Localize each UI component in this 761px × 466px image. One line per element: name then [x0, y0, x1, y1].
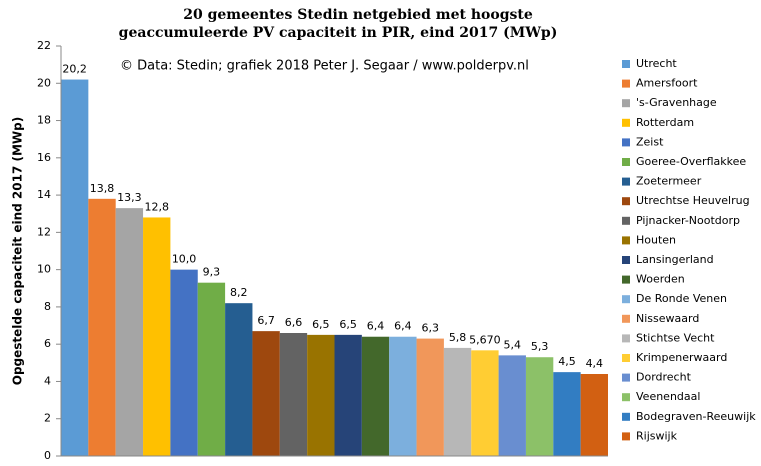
y-axis-label: Opgestelde capaciteit eind 2017 (MWp) — [11, 117, 25, 385]
legend-swatch — [622, 393, 630, 402]
y-tick-label: 18 — [37, 114, 51, 127]
legend-swatch — [622, 412, 630, 421]
data-label: 6,3 — [421, 322, 439, 335]
bar — [170, 269, 198, 456]
legend-label: Dordrecht — [636, 371, 692, 384]
y-tick-label: 0 — [44, 449, 51, 462]
data-label: 5,3 — [531, 340, 549, 353]
legend-label: Pijnacker-Nootdorp — [636, 214, 740, 227]
legend-label: Zoetermeer — [636, 175, 702, 188]
chart-title: 20 gemeentes Stedin netgebied met hoogst… — [183, 7, 533, 23]
data-label: 6,4 — [367, 320, 385, 333]
legend-swatch — [622, 197, 630, 206]
data-label: 6,4 — [394, 320, 412, 333]
data-label: 5,670 — [469, 333, 501, 346]
bar — [389, 336, 417, 456]
legend-swatch — [622, 314, 630, 323]
legend-swatch — [622, 60, 630, 68]
y-tick-label: 20 — [37, 76, 51, 89]
bar — [553, 372, 581, 456]
y-tick-label: 22 — [37, 39, 51, 52]
legend-swatch — [622, 373, 630, 382]
data-label: 10,0 — [172, 253, 197, 266]
y-tick-label: 6 — [44, 337, 51, 350]
data-label: 6,5 — [339, 318, 357, 331]
legend-swatch — [622, 79, 630, 88]
legend-label: Amersfoort — [636, 77, 698, 90]
legend-swatch — [622, 138, 630, 147]
legend-swatch — [622, 99, 630, 108]
y-tick-label: 16 — [37, 151, 51, 164]
y-tick-label: 4 — [44, 374, 51, 387]
data-label: 5,8 — [449, 331, 467, 344]
legend-label: Bodegraven-Reeuwijk — [636, 410, 756, 423]
y-tick-label: 14 — [37, 188, 51, 201]
legend-label: 's-Gravenhage — [636, 96, 717, 109]
legend-label: Goeree-Overflakkee — [636, 155, 746, 168]
data-label: 6,5 — [312, 318, 330, 331]
legend-label: Utrecht — [636, 57, 677, 70]
legend-swatch — [622, 216, 630, 225]
chart-title: geaccumuleerde PV capaciteit in PIR, ein… — [119, 25, 558, 41]
bar — [361, 336, 390, 456]
bar — [416, 338, 444, 456]
bar — [525, 357, 554, 456]
y-tick-label: 2 — [44, 412, 51, 425]
legend-swatch — [622, 118, 630, 127]
bar — [443, 347, 472, 456]
data-label: 4,4 — [586, 357, 604, 370]
legend-label: Zeist — [636, 135, 664, 148]
bar — [334, 334, 362, 456]
y-tick-label: 8 — [44, 300, 51, 313]
legend-label: De Ronde Venen — [636, 292, 727, 305]
data-label: 12,8 — [144, 200, 169, 213]
legend-label: Lansingerland — [636, 253, 714, 266]
legend-swatch — [622, 275, 630, 284]
bar — [115, 208, 144, 456]
data-label: 6,6 — [285, 316, 303, 329]
bar — [61, 79, 89, 456]
data-label: 5,4 — [504, 338, 522, 351]
legend-label: Nissewaard — [636, 312, 699, 325]
bar — [580, 374, 608, 456]
legend-label: Veenendaal — [636, 390, 700, 403]
bar — [471, 350, 499, 456]
bar — [88, 198, 116, 456]
annotation: © Data: Stedin; grafiek 2018 Peter J. Se… — [120, 59, 529, 74]
data-label: 9,3 — [203, 266, 221, 279]
bar — [498, 355, 526, 456]
legend-label: Stichtse Vecht — [636, 331, 715, 344]
data-label: 20,2 — [62, 63, 87, 76]
bar — [307, 334, 335, 456]
bar — [143, 217, 171, 456]
data-label: 13,8 — [90, 182, 115, 195]
bar — [252, 331, 280, 456]
data-label: 8,2 — [230, 286, 248, 299]
legend-label: Houten — [636, 233, 676, 246]
y-tick-label: 12 — [37, 225, 51, 238]
legend-swatch — [622, 256, 630, 264]
data-label: 4,5 — [558, 355, 576, 368]
data-label: 6,7 — [257, 314, 275, 327]
bar — [225, 303, 253, 456]
legend-swatch — [622, 295, 630, 304]
legend-swatch — [622, 432, 630, 441]
legend-swatch — [622, 354, 630, 362]
legend-swatch — [622, 236, 630, 245]
legend-label: Krimpenerwaard — [636, 351, 727, 364]
legend-label: Rijswijk — [636, 429, 678, 442]
data-label: 13,3 — [117, 191, 142, 204]
bar — [197, 282, 226, 456]
legend-label: Rotterdam — [636, 116, 694, 129]
legend-label: Woerden — [636, 273, 685, 286]
bar — [279, 333, 308, 456]
legend-swatch — [622, 334, 630, 343]
legend-label: Utrechtse Heuvelrug — [636, 194, 750, 207]
legend-swatch — [622, 158, 630, 166]
legend-swatch — [622, 177, 630, 186]
y-tick-label: 10 — [37, 263, 51, 276]
